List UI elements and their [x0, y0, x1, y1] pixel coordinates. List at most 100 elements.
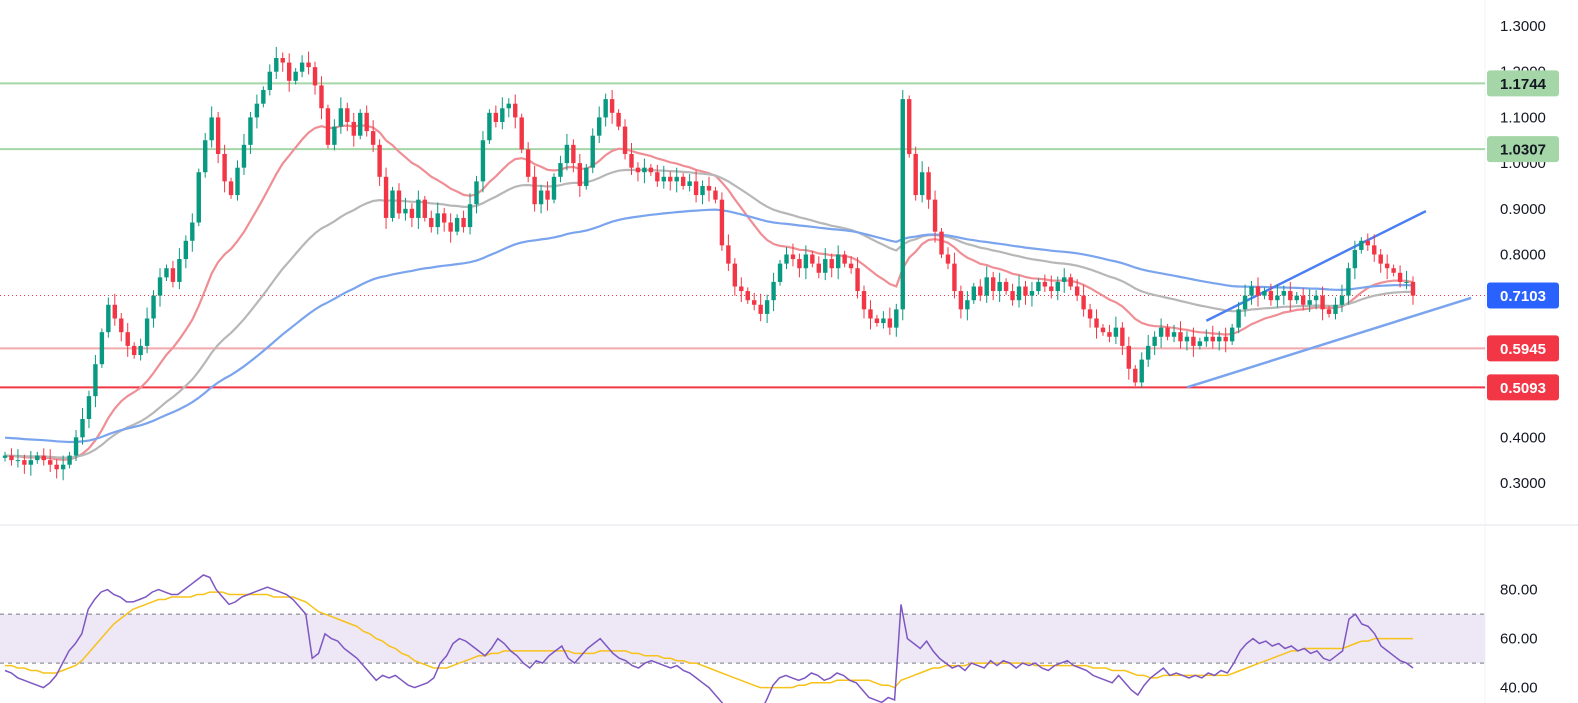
candle-body [668, 176, 673, 182]
candle-body [952, 263, 957, 292]
candle-body [1275, 295, 1280, 301]
candle-body [177, 259, 182, 282]
candle-body [422, 199, 428, 218]
candle-body [416, 199, 421, 218]
rsi-tick-label: 40.00 [1500, 680, 1538, 697]
candle-body [1165, 327, 1170, 337]
candle-body [855, 268, 860, 292]
candle-body [1068, 277, 1073, 287]
candle-body [196, 172, 201, 223]
candle-body [978, 286, 983, 296]
candle-body [932, 199, 938, 232]
candle-body [894, 309, 899, 328]
candle-body [1339, 295, 1345, 305]
candle-body [293, 71, 298, 81]
candle-body [919, 172, 925, 196]
candle-body [1359, 240, 1364, 250]
candle-body [73, 437, 79, 456]
candle-body [848, 263, 854, 269]
candle-body [1158, 327, 1164, 337]
candle-body [1042, 281, 1048, 287]
candle-body [513, 103, 518, 118]
candle-body [635, 167, 641, 173]
candle-body [913, 153, 918, 196]
candle-body [493, 112, 499, 122]
candle-body [868, 309, 873, 319]
ema-100-line [4, 208, 1414, 444]
candle-body [441, 213, 447, 223]
candle-body [1249, 286, 1254, 296]
candle-body [396, 190, 402, 214]
candle-body [590, 135, 595, 168]
candle-body [1126, 345, 1132, 369]
candle-body [584, 167, 589, 186]
candle-body [693, 181, 699, 196]
candle-body [771, 281, 776, 301]
candle-body [1107, 332, 1112, 337]
candle-body [332, 126, 337, 145]
candle-body [274, 57, 279, 72]
candle-body [1242, 295, 1248, 310]
candle-body [706, 185, 712, 191]
candle-body [67, 455, 72, 465]
candle-body [726, 245, 731, 264]
candle-body [739, 286, 744, 292]
candle-body [745, 291, 750, 301]
candle-body [1023, 286, 1028, 296]
candle-body [1010, 291, 1015, 301]
candle-body [842, 254, 847, 264]
candle-body [467, 204, 473, 228]
candle-body [144, 318, 150, 346]
candle-body [1307, 300, 1312, 305]
candle-body [1036, 281, 1041, 292]
candle-body [99, 332, 105, 365]
candle-body [1378, 254, 1383, 264]
candle-body [506, 103, 511, 109]
candle-body [286, 62, 292, 81]
candle-body [577, 163, 583, 186]
rsi-tick-label: 60.00 [1500, 631, 1538, 648]
candle-body [1178, 332, 1183, 342]
candle-body [525, 149, 531, 177]
candle-body [881, 318, 886, 324]
candle-body [1333, 304, 1338, 314]
candle-body [1100, 327, 1106, 333]
candle-body [345, 108, 350, 122]
candle-body [125, 332, 130, 346]
price-tick-label: 0.4000 [1500, 429, 1546, 446]
candle-body [131, 345, 137, 356]
candle-body [1410, 281, 1416, 296]
candle-body [1255, 286, 1261, 296]
candle-body [1288, 291, 1293, 301]
candle-body [1229, 327, 1235, 342]
candle-body [700, 185, 705, 196]
candle-body [15, 460, 21, 462]
candle-body [377, 144, 382, 177]
candle-body [1204, 336, 1209, 342]
candle-body [106, 304, 111, 333]
candle-body [945, 254, 951, 264]
candle-body [409, 208, 415, 218]
candle-body [1113, 327, 1119, 337]
price-tick-label: 0.3000 [1500, 475, 1546, 492]
candle-body [603, 99, 608, 118]
candle-body [648, 167, 654, 173]
candle-body [312, 67, 318, 86]
candle-body [538, 190, 544, 205]
rsi-tick-label: 80.00 [1500, 582, 1538, 599]
candle-body [325, 108, 331, 145]
rsi-indicator [4, 574, 1414, 703]
candle-body [403, 208, 408, 214]
candle-body [319, 85, 324, 109]
candle-body [209, 117, 214, 141]
candle-body [170, 268, 176, 282]
candle-body [338, 108, 344, 127]
candle-body [1184, 336, 1190, 342]
candle-body [93, 364, 98, 397]
candle-body [280, 57, 285, 63]
price-tag-box [1487, 70, 1559, 97]
candle-body [80, 419, 85, 438]
candle-body [571, 144, 576, 164]
